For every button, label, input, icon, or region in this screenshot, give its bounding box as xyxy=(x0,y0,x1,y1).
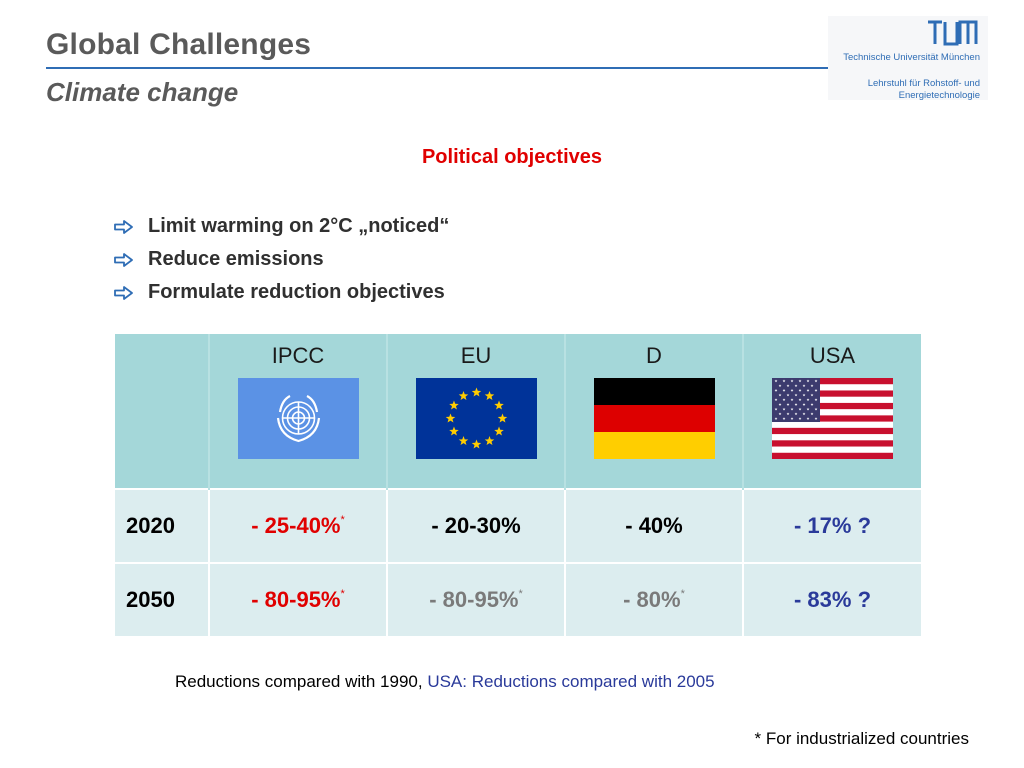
germany-flag-icon xyxy=(593,378,715,459)
year-cell: 2050 xyxy=(115,562,209,636)
footnote: * For industrialized countries xyxy=(754,729,969,748)
value-cell: - 80-95%* xyxy=(386,562,565,636)
un-flag-icon xyxy=(237,378,359,459)
university-name: Technische Universität München xyxy=(843,52,980,63)
value-cell: - 25-40%* xyxy=(208,488,387,563)
value-cell: - 83% ? xyxy=(742,562,921,636)
column-header-ipcc: IPCC xyxy=(208,334,387,378)
right-arrow-icon xyxy=(114,219,133,234)
chair-name: Lehrstuhl für Rohstoff- und Energietechn… xyxy=(867,78,980,101)
eu-flag-icon xyxy=(415,378,537,459)
bullet-text: Reduce emissions xyxy=(148,248,324,270)
slide-title: Global Challenges xyxy=(46,28,312,61)
column-header-eu: EU xyxy=(386,334,565,378)
bullet-text: Limit warming on 2°C „noticed“ xyxy=(148,215,450,237)
table-row: 2050 - 80-95%* - 80-95%* - 80%* - 83% ? xyxy=(115,562,921,636)
value-cell: - 17% ? xyxy=(742,488,921,563)
right-arrow-icon xyxy=(114,252,133,267)
usa-flag-icon xyxy=(772,378,893,459)
value-cell: - 80%* xyxy=(564,562,743,636)
corner-cell xyxy=(115,378,209,489)
corner-cell xyxy=(115,334,209,378)
reference-note-main: Reductions compared with 1990, xyxy=(175,672,428,691)
bullet-item: Formulate reduction objectives xyxy=(114,276,449,309)
value-cell: - 20-30% xyxy=(386,488,565,563)
year-cell: 2020 xyxy=(115,488,209,563)
table-flag-row xyxy=(115,378,921,489)
value-cell: - 40% xyxy=(564,488,743,563)
table-header-row: IPCC EU D USA xyxy=(115,334,921,378)
section-heading: Political objectives xyxy=(421,146,603,168)
bullet-item: Reduce emissions xyxy=(114,243,449,276)
tum-logo-icon xyxy=(928,20,978,46)
bullet-text: Formulate reduction objectives xyxy=(148,281,445,303)
reference-note-usa: USA: Reductions compared with 2005 xyxy=(427,672,715,691)
bullet-list: Limit warming on 2°C „noticed“ Reduce em… xyxy=(114,210,449,309)
right-arrow-icon xyxy=(114,285,133,300)
objectives-table: IPCC EU D USA xyxy=(115,334,921,636)
slide-subtitle: Climate change xyxy=(46,77,239,107)
bullet-item: Limit warming on 2°C „noticed“ xyxy=(114,210,449,243)
title-divider xyxy=(46,67,981,69)
reference-note: Reductions compared with 1990, USA: Redu… xyxy=(175,672,715,692)
column-header-d: D xyxy=(564,334,743,378)
value-cell: - 80-95%* xyxy=(208,562,387,636)
table-row: 2020 - 25-40%* - 20-30% - 40% - 17% ? xyxy=(115,488,921,563)
column-header-usa: USA xyxy=(742,334,921,378)
